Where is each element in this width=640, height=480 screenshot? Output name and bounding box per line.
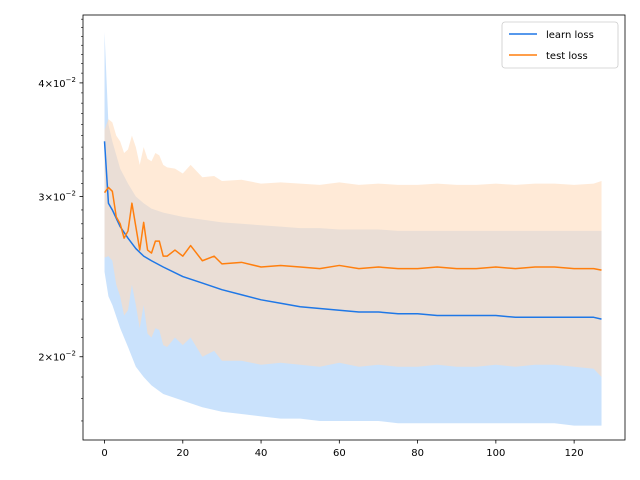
y-tick-label: 4×10−2 <box>38 76 76 90</box>
x-tick-label: 80 <box>411 448 424 459</box>
y-axis: 2×10−2 3×10−2 4×10−2 <box>38 18 83 422</box>
x-tick-label: 120 <box>565 448 584 459</box>
x-tick-label: 100 <box>486 448 505 459</box>
band-test-loss <box>104 119 602 378</box>
legend-label: learn loss <box>546 30 594 41</box>
confidence-bands <box>104 32 602 426</box>
x-axis: 0 20 40 60 80 100 120 <box>101 440 584 459</box>
plot-frame <box>82 14 626 441</box>
line-learn-loss <box>103 141 602 320</box>
series-lines <box>103 141 602 320</box>
line-test-loss <box>103 186 602 271</box>
x-tick-label: 0 <box>101 448 107 459</box>
legend: learn loss test loss <box>501 21 619 69</box>
y-tick-label: 3×10−2 <box>38 190 76 204</box>
x-tick-label: 60 <box>333 448 346 459</box>
legend-label: test loss <box>546 51 588 62</box>
x-tick-label: 20 <box>176 448 189 459</box>
y-tick-label: 2×10−2 <box>38 350 76 364</box>
x-tick-label: 40 <box>255 448 268 459</box>
